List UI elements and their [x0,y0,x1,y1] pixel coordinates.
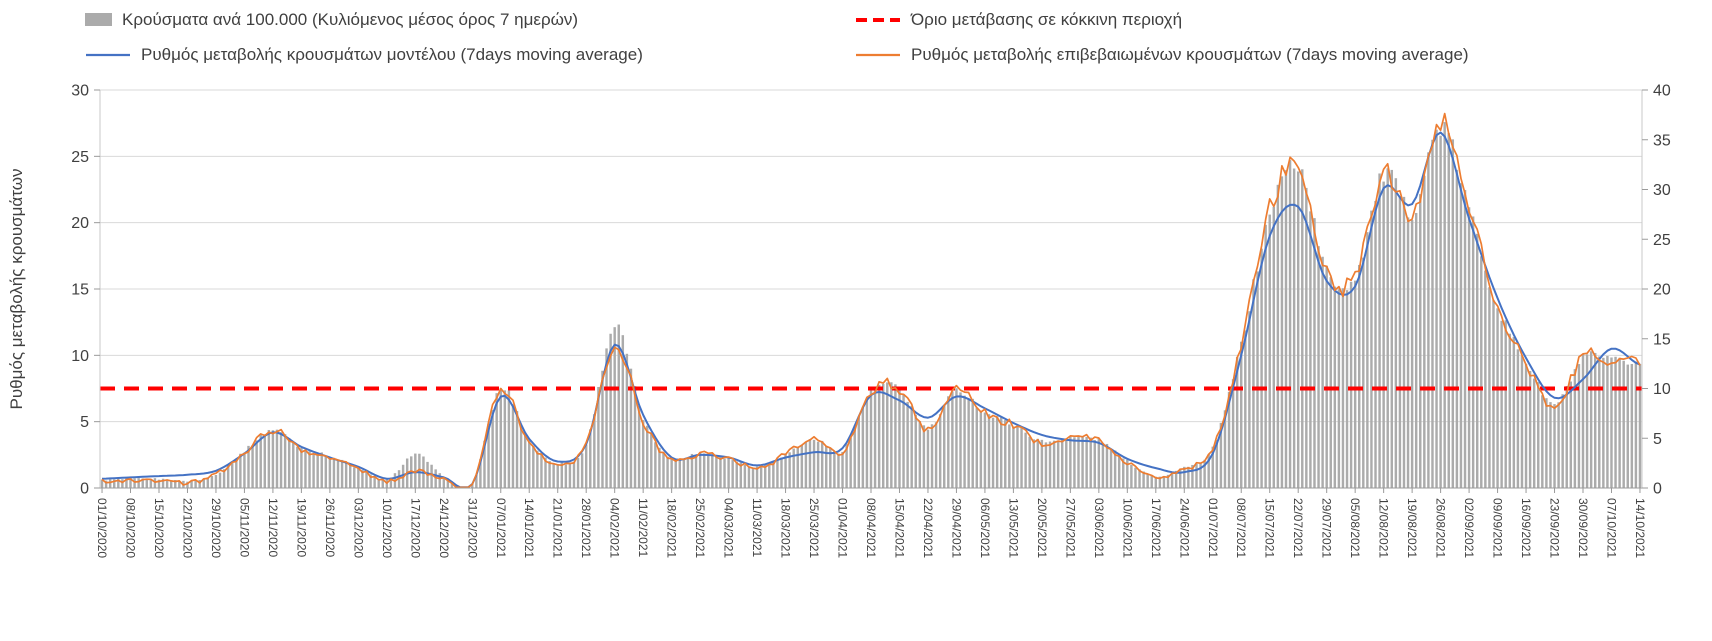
x-axis-date-label: 04/03/2021 [722,498,736,558]
left-axis-tick-label: 15 [71,282,89,299]
x-axis-date-label: 03/06/2021 [1092,498,1106,558]
legend-label-threshold: Όριο μετάβασης σε κόκκινη περιοχή [911,9,1183,29]
x-axis-date-label: 01/10/2020 [95,498,109,558]
x-axis-date-label: 10/12/2020 [380,498,394,558]
right-axis-tick-label: 30 [1653,182,1671,199]
line-swatch-icon [86,53,130,56]
x-axis-date-label: 10/06/2021 [1120,498,1134,558]
x-axis-date-label: 13/05/2021 [1006,498,1020,558]
x-axis-date-label: 19/08/2021 [1405,498,1419,558]
left-axis-tick-label: 0 [80,481,89,498]
x-axis-date-label: 21/01/2021 [551,498,565,558]
x-axis-date-label: 07/10/2021 [1604,498,1618,558]
x-axis-date-label: 22/10/2020 [180,498,194,558]
legend-item-threshold: Όριο μετάβασης σε κόκκινη περιοχή [855,6,1469,33]
x-axis-date-label: 08/04/2021 [864,498,878,558]
x-axis-date-label: 24/06/2021 [1177,498,1191,558]
x-axis-date-label: 12/08/2021 [1377,498,1391,558]
x-axis-date-label: 11/03/2021 [750,498,764,557]
x-axis-date-label: 28/01/2021 [579,498,593,558]
x-axis-date-label: 22/04/2021 [921,498,935,558]
x-axis-date-label: 02/09/2021 [1462,498,1476,558]
left-axis-tick-label: 10 [71,348,89,365]
x-axis-date-label: 29/04/2021 [949,498,963,558]
x-axis-date-label: 25/02/2021 [693,498,707,558]
legend-item-cases-bars: Κρούσματα ανά 100.000 (Κυλιόμενος μέσος … [85,6,855,33]
x-axis-date-label: 14/01/2021 [522,498,536,558]
x-axis-date-label: 08/10/2020 [124,498,138,558]
x-axis-date-label: 29/10/2020 [209,498,223,558]
x-axis-date-label: 09/09/2021 [1491,498,1505,558]
x-axis-date-label: 31/12/2020 [465,498,479,558]
x-axis-date-label: 12/11/2020 [266,498,280,557]
legend-label-cases-bars: Κρούσματα ανά 100.000 (Κυλιόμενος μέσος … [122,9,579,29]
x-axis-date-label: 24/12/2020 [437,498,451,558]
bar-swatch-icon [85,13,112,26]
x-axis-date-label: 19/11/2020 [294,498,308,557]
x-axis-date-label: 29/07/2021 [1320,498,1334,558]
right-axis-tick-label: 0 [1653,481,1662,498]
right-axis-tick-label: 20 [1653,282,1671,299]
right-axis-tick-label: 25 [1653,232,1671,249]
left-axis-tick-label: 20 [71,215,89,232]
line-swatch-icon [856,53,900,56]
x-axis-date-label: 18/03/2021 [779,498,793,558]
right-axis-tick-label: 40 [1653,83,1671,100]
x-axis-date-label: 06/05/2021 [978,498,992,558]
x-axis-date-label: 18/02/2021 [665,498,679,558]
right-axis-tick-label: 35 [1653,132,1671,149]
x-axis-date-label: 05/11/2020 [237,498,251,557]
plot-area: 0 5 10 15 20 25 30 0 5 10 15 20 25 30 35 40 01/10/2020 08… [7,83,1671,559]
x-axis-date-label: 04/02/2021 [608,498,622,558]
y-axis-title: Ρυθμός μεταβολής κρουσμάτων [7,169,26,410]
x-axis-date-label: 17/06/2021 [1149,498,1163,558]
left-axis-tick-label: 30 [71,83,89,100]
x-axis-date-label: 11/02/2021 [636,498,650,557]
dashed-line-swatch-icon [856,17,900,22]
right-axis-tick-label: 5 [1653,431,1662,448]
x-axis-date-label: 15/07/2021 [1263,498,1277,558]
axes: 0 5 10 15 20 25 30 0 5 10 15 20 25 30 35 40 01/10/2020 08… [7,83,1671,559]
x-axis-date-label: 17/12/2020 [408,498,422,558]
x-axis-date-label: 23/09/2021 [1548,498,1562,558]
bars-series [100,122,1642,489]
x-axis-date-label: 01/07/2021 [1206,498,1220,558]
x-axis-date-label: 07/01/2021 [494,498,508,558]
confirmed-line [101,112,1641,489]
x-axis-date-label: 15/04/2021 [892,498,906,558]
x-axis-date-label: 20/05/2021 [1035,498,1049,558]
x-axis-date-label: 26/08/2021 [1434,498,1448,558]
x-axis-date-label: 27/05/2021 [1063,498,1077,558]
legend-item-model-line: Ρυθμός μεταβολής κρουσμάτων μοντέλου (7d… [85,41,855,68]
x-axis-date-label: 03/12/2020 [351,498,365,558]
x-axis-date-label: 08/07/2021 [1234,498,1248,558]
x-axis-date-label: 15/10/2020 [152,498,166,558]
x-axis-date-label: 01/04/2021 [836,498,850,558]
legend-label-model: Ρυθμός μεταβολής κρουσμάτων μοντέλου (7d… [141,44,643,64]
right-axis-tick-label: 10 [1653,381,1671,398]
left-axis-tick-label: 5 [80,414,89,431]
x-axis-date-label: 16/09/2021 [1519,498,1533,558]
legend-item-confirmed-line: Ρυθμός μεταβολής επιβεβαιωμένων κρουσμάτ… [855,41,1469,68]
x-axis-date-label: 22/07/2021 [1291,498,1305,558]
legend-label-confirmed: Ρυθμός μεταβολής επιβεβαιωμένων κρουσμάτ… [911,44,1469,64]
x-axis-date-label: 26/11/2020 [323,498,337,557]
x-axis-date-label: 25/03/2021 [807,498,821,558]
x-axis-date-label: 14/10/2021 [1633,498,1647,558]
x-axis-date-label: 30/09/2021 [1576,498,1590,558]
chart-legend: Κρούσματα ανά 100.000 (Κυλιόμενος μέσος … [85,6,1469,68]
right-axis-tick-label: 15 [1653,331,1671,348]
x-axis-date-label: 05/08/2021 [1348,498,1362,558]
gridlines [100,89,1642,423]
left-axis-tick-label: 25 [71,149,89,166]
